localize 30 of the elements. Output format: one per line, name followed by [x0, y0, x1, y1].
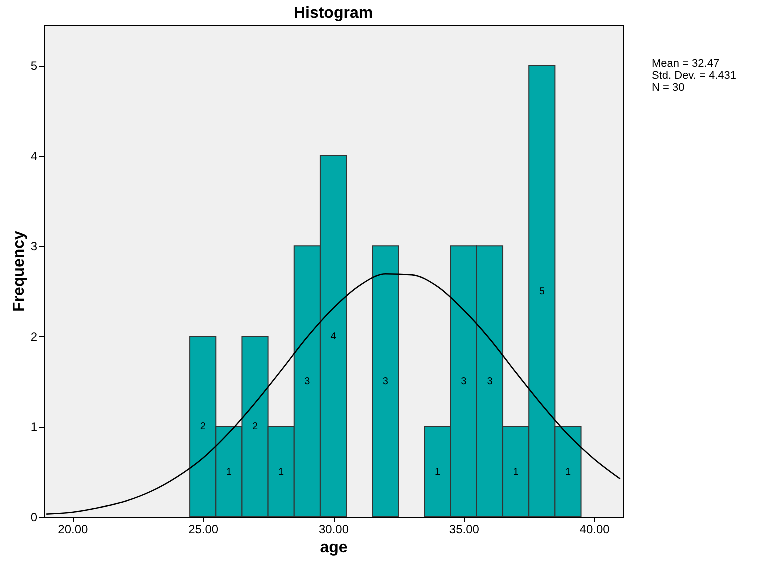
data-label: 2 [200, 422, 206, 433]
data-label: 4 [330, 331, 337, 342]
data-label: 3 [382, 376, 389, 388]
y-tick-label: 1 [30, 420, 38, 434]
y-axis-title: Frequency [10, 230, 28, 312]
y-tick-label: 4 [30, 149, 38, 164]
data-label: 1 [435, 466, 442, 478]
x-tick-label: 20.00 [58, 522, 89, 536]
data-label: 1 [226, 466, 232, 478]
x-tick-label: 35.00 [449, 522, 480, 536]
x-tick-label: 30.00 [318, 522, 350, 536]
data-label: 1 [565, 466, 572, 478]
data-label: 3 [461, 376, 468, 388]
x-axis-title: age [320, 540, 348, 556]
text: Mean = 32.47 [652, 58, 721, 70]
text: N = 30 [652, 82, 686, 94]
y-tick-label: 2 [30, 330, 38, 344]
data-label: 1 [278, 466, 285, 478]
data-label: 5 [539, 286, 546, 298]
x-tick-label: 25.00 [188, 522, 219, 536]
data-label: 1 [513, 466, 520, 478]
x-tick-label: 40.00 [580, 522, 610, 536]
y-tick-label: 5 [30, 59, 38, 74]
chart-title: Histogram [294, 5, 374, 22]
data-label: 3 [304, 376, 311, 388]
data-label: 2 [252, 422, 258, 433]
text: Std. Dev. = 4.431 [652, 70, 736, 82]
data-label: 3 [487, 376, 494, 388]
y-tick-label: 3 [30, 240, 38, 254]
y-tick-label: 0 [30, 510, 38, 524]
